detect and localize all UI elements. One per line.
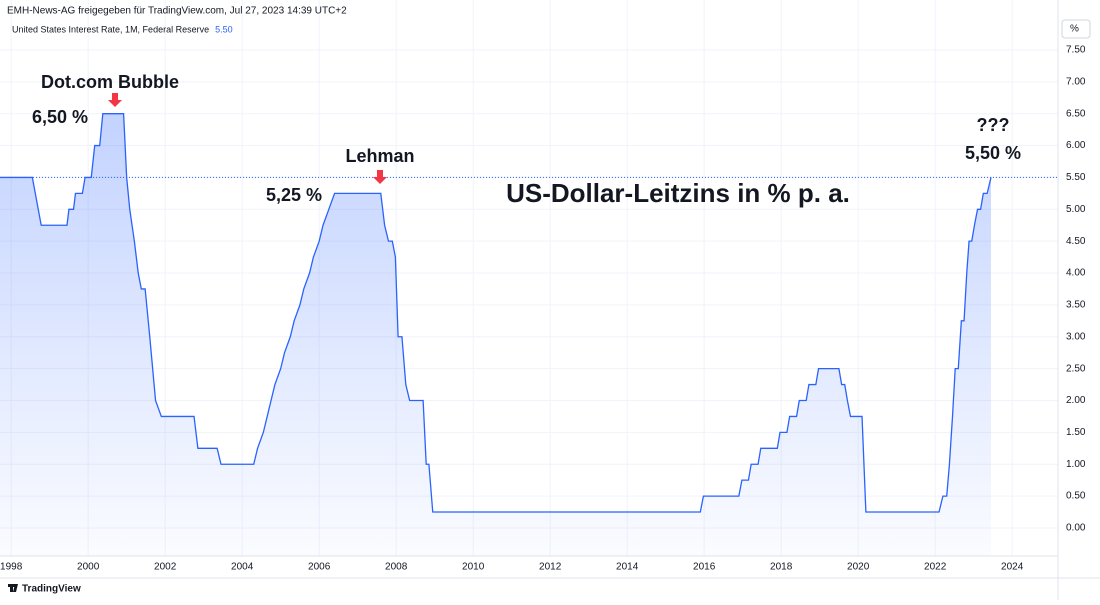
unit-label: % <box>1070 24 1079 35</box>
legend-entry: United States Interest Rate, 1M, Federal… <box>12 24 209 34</box>
x-tick-label: 2006 <box>308 562 331 573</box>
x-tick-label: 2004 <box>231 562 254 573</box>
x-tick-label: 2014 <box>616 562 639 573</box>
chart-title: US-Dollar-Leitzins in % p. a. <box>506 178 850 208</box>
logo <box>8 584 18 592</box>
x-tick-label: 2000 <box>77 562 100 573</box>
annotation: Lehman <box>345 146 414 166</box>
y-tick-label: 5.50 <box>1066 172 1086 183</box>
x-tick-label: 1998 <box>0 562 23 573</box>
y-tick-label: 1.50 <box>1066 427 1086 438</box>
y-tick-label: 2.00 <box>1066 395 1086 406</box>
y-tick-label: 6.00 <box>1066 140 1086 151</box>
line <box>0 113 992 513</box>
y-tick-label: 4.50 <box>1066 236 1086 247</box>
x-tick-label: 2010 <box>462 562 485 573</box>
y-tick-label: 4.00 <box>1066 268 1086 279</box>
x-tick-label: 2022 <box>924 562 947 573</box>
branding: TradingView <box>22 584 81 595</box>
x-tick-label: 2024 <box>1001 562 1024 573</box>
annotation: 5,50 % <box>965 143 1021 163</box>
y-tick-label: 5.00 <box>1066 204 1086 215</box>
arrow <box>373 170 387 184</box>
annotation: 5,25 % <box>266 185 322 205</box>
x-tick-label: 2008 <box>385 562 408 573</box>
y-tick-label: 7.50 <box>1066 45 1086 56</box>
y-tick-label: 3.50 <box>1066 300 1086 311</box>
x-tick-label: 2016 <box>693 562 716 573</box>
legend-value: 5.50 <box>215 24 233 34</box>
y-tick-label: 1.00 <box>1066 459 1086 470</box>
area-fill <box>0 113 992 556</box>
y-tick-label: 0.50 <box>1066 491 1086 502</box>
annotation: 6,50 % <box>32 107 88 127</box>
annotation: ??? <box>977 115 1010 135</box>
header: EMH-News-AG freigegeben für TradingView.… <box>7 6 347 17</box>
y-tick-label: 3.00 <box>1066 331 1086 342</box>
arrow <box>108 93 122 107</box>
x-tick-label: 2018 <box>770 562 793 573</box>
x-tick-label: 2012 <box>539 562 562 573</box>
x-tick-label: 2020 <box>847 562 870 573</box>
x-tick-label: 2002 <box>154 562 177 573</box>
y-tick-label: 6.50 <box>1066 108 1086 119</box>
annotation: Dot.com Bubble <box>41 72 179 92</box>
unit-box[interactable] <box>1061 19 1091 39</box>
y-tick-label: 2.50 <box>1066 363 1086 374</box>
y-tick-label: 7.00 <box>1066 76 1086 87</box>
y-tick-label: 0.00 <box>1066 523 1086 534</box>
